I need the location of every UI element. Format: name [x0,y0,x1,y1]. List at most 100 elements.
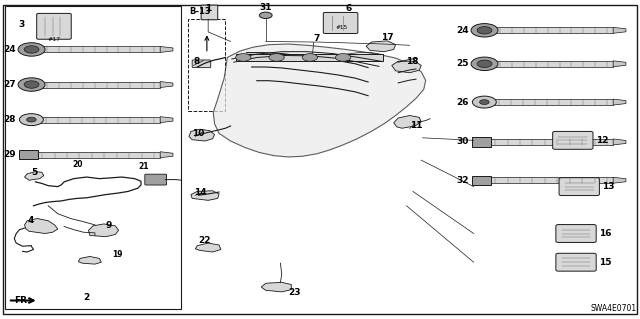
Bar [489,139,613,145]
Circle shape [477,60,492,68]
Text: 5: 5 [31,168,37,177]
Text: 13: 13 [602,182,614,191]
Circle shape [335,54,351,61]
Polygon shape [189,129,214,141]
Circle shape [18,43,45,56]
Text: 16: 16 [599,229,611,238]
Polygon shape [160,82,173,87]
Bar [494,27,613,33]
FancyBboxPatch shape [323,12,358,33]
FancyBboxPatch shape [556,225,596,242]
Polygon shape [392,61,421,73]
Bar [236,54,383,61]
Bar [41,47,160,52]
Polygon shape [394,115,421,128]
Polygon shape [195,243,221,252]
Text: 31: 31 [259,3,272,12]
Text: 25: 25 [457,59,469,68]
Circle shape [24,46,39,53]
Circle shape [471,24,498,37]
FancyBboxPatch shape [553,131,593,149]
FancyBboxPatch shape [192,60,211,68]
Text: 32: 32 [457,176,469,185]
Polygon shape [213,44,426,157]
Polygon shape [613,139,626,145]
Text: 12: 12 [596,136,608,145]
Polygon shape [613,177,626,183]
Text: SWA4E0701: SWA4E0701 [590,304,636,313]
Circle shape [479,100,489,104]
Text: 1: 1 [205,4,211,13]
Polygon shape [160,117,173,122]
Polygon shape [160,152,173,158]
Text: 22: 22 [198,236,211,245]
Polygon shape [613,99,626,105]
Text: 10: 10 [192,129,205,137]
Text: 24: 24 [456,26,469,35]
Text: 8: 8 [193,57,200,66]
Polygon shape [24,172,44,180]
Text: 15: 15 [599,258,611,267]
Polygon shape [261,282,291,292]
Text: 4: 4 [28,216,34,225]
Polygon shape [613,27,626,33]
Text: 11: 11 [410,121,422,130]
Text: 29: 29 [4,150,16,159]
Bar [489,177,613,183]
Polygon shape [366,41,396,52]
Text: 21: 21 [138,162,149,171]
Text: 18: 18 [406,57,419,66]
Text: 3: 3 [19,20,24,29]
Bar [36,152,160,158]
FancyBboxPatch shape [556,253,596,271]
Text: 7: 7 [314,34,320,43]
Text: FR.: FR. [14,296,31,305]
Circle shape [302,54,317,61]
FancyBboxPatch shape [201,5,218,20]
Text: #17: #17 [47,37,61,42]
Text: 19: 19 [112,250,123,259]
Text: 23: 23 [288,288,301,297]
Bar [19,150,38,159]
FancyBboxPatch shape [36,13,71,39]
Text: 9: 9 [106,221,112,230]
Text: 17: 17 [381,33,394,42]
Polygon shape [191,191,219,200]
Circle shape [24,81,39,88]
Circle shape [259,12,272,19]
Text: 30: 30 [457,137,469,146]
Text: 27: 27 [4,80,16,89]
Polygon shape [160,47,173,52]
Bar [41,82,160,87]
Bar [472,176,491,185]
Text: 2: 2 [83,293,90,302]
Text: B-13: B-13 [189,7,211,16]
Text: 20: 20 [72,160,83,169]
Circle shape [471,57,498,70]
Bar [40,117,160,122]
Text: 28: 28 [4,115,16,124]
Text: 26: 26 [457,98,469,107]
FancyBboxPatch shape [559,178,600,196]
Circle shape [27,117,36,122]
Polygon shape [78,256,101,264]
Circle shape [236,54,251,61]
Circle shape [472,96,496,108]
Bar [493,99,613,105]
Polygon shape [24,219,58,234]
Text: #15: #15 [335,25,348,30]
Bar [188,19,225,111]
Circle shape [18,78,45,91]
Bar [494,61,613,67]
Polygon shape [88,224,118,237]
Bar [472,137,491,146]
Circle shape [477,26,492,34]
Text: 14: 14 [194,188,207,197]
Text: 6: 6 [346,4,352,13]
Circle shape [269,54,284,61]
Circle shape [19,114,44,126]
Bar [5,6,181,309]
FancyBboxPatch shape [145,174,166,185]
Polygon shape [613,61,626,67]
Text: 24: 24 [4,45,16,54]
